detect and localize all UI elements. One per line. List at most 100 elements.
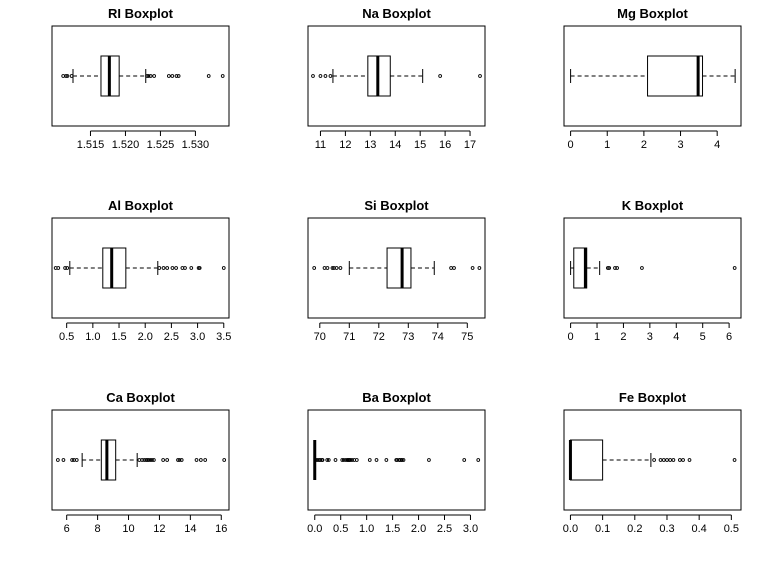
- x-tick-label: 75: [461, 331, 473, 343]
- outlier-point: [606, 266, 610, 270]
- outlier-point: [427, 458, 431, 462]
- outlier-point: [174, 266, 178, 270]
- x-tick-label: 0.0: [307, 523, 322, 535]
- plot-frame: [307, 25, 486, 127]
- x-tick-label: 6: [726, 331, 732, 343]
- outlier-point: [318, 458, 323, 462]
- x-tick-label: 3.5: [216, 331, 231, 343]
- boxplot-panel: RI Boxplot 1.515 1.520 1.525 1.530: [51, 6, 230, 151]
- plot-frame: [563, 409, 742, 511]
- outlier-point: [152, 74, 156, 78]
- outlier-point: [206, 74, 211, 78]
- x-tick-label: 1.0: [85, 331, 100, 343]
- outlier-point: [179, 458, 184, 462]
- outlier-point: [326, 458, 331, 462]
- x-tick-label: 1.515: [77, 139, 105, 151]
- iqr-box: [102, 247, 127, 289]
- outlier-point: [70, 458, 74, 462]
- x-tick-label: 16: [215, 523, 227, 535]
- boxplot-panel: Al Boxplot 0.5 1.0 1.5 2.0 2.5 3.0 3.5: [51, 198, 231, 343]
- outlier-point: [312, 266, 317, 270]
- outlier-point: [161, 458, 165, 462]
- outlier-point: [56, 266, 61, 270]
- outlier-point: [199, 458, 203, 462]
- plot-frame: [307, 217, 486, 319]
- outlier-point: [374, 458, 379, 462]
- outlier-point: [732, 458, 737, 462]
- outlier-point: [176, 74, 181, 78]
- outlier-point: [222, 458, 227, 462]
- x-tick-label: 2.0: [138, 331, 153, 343]
- outlier-point: [681, 458, 685, 462]
- x-tick-label: 2: [641, 139, 647, 151]
- x-tick-label: 0.5: [59, 331, 74, 343]
- outlier-point: [732, 266, 737, 270]
- outlier-point: [161, 266, 166, 270]
- outlier-point: [148, 458, 153, 462]
- outlier-point: [384, 458, 389, 462]
- outlier-point: [311, 74, 315, 78]
- panel-title: Ca Boxplot: [106, 390, 175, 405]
- outlier-point: [148, 74, 153, 78]
- outlier-point: [401, 458, 406, 462]
- outlier-point: [318, 74, 323, 78]
- x-tick-label: 6: [64, 523, 70, 535]
- outlier-point: [341, 458, 346, 462]
- x-tick-label: 71: [343, 331, 355, 343]
- panel-title: Na Boxplot: [362, 6, 431, 21]
- iqr-box: [569, 439, 604, 481]
- x-tick-label: 2.5: [437, 523, 452, 535]
- outlier-point: [462, 458, 467, 462]
- plot-frame: [563, 25, 742, 127]
- x-tick-label: 3.0: [190, 331, 205, 343]
- plot-frame: [51, 409, 230, 511]
- outlier-point: [671, 458, 676, 462]
- outlier-point: [189, 266, 194, 270]
- outlier-point: [176, 458, 180, 462]
- panel-title: K Boxplot: [622, 198, 684, 213]
- x-tick-label: 13: [364, 139, 376, 151]
- outlier-point: [323, 74, 328, 78]
- plot-frame: [51, 25, 230, 127]
- x-tick-label: 17: [464, 139, 476, 151]
- boxplot-panel: Ca Boxplot 6 8 10 12 14 16: [51, 390, 230, 535]
- x-tick-label: 4: [673, 331, 679, 343]
- outlier-point: [56, 458, 60, 462]
- boxplot-panel: Fe Boxplot 0.0 0.1 0.2 0.3 0.4 0.5: [563, 390, 742, 535]
- x-tick-label: 2.5: [164, 331, 179, 343]
- x-tick-label: 73: [402, 331, 414, 343]
- outlier-point: [367, 458, 372, 462]
- outlier-point: [348, 458, 353, 462]
- plot-frame: [307, 409, 486, 511]
- x-tick-label: 1: [594, 331, 600, 343]
- x-tick-label: 0.3: [659, 523, 674, 535]
- x-tick-label: 1.525: [147, 139, 175, 151]
- outlier-point: [354, 458, 359, 462]
- x-tick-label: 72: [373, 331, 385, 343]
- outlier-point: [183, 266, 187, 270]
- x-tick-label: 5: [700, 331, 706, 343]
- x-tick-label: 74: [432, 331, 444, 343]
- x-tick-label: 10: [122, 523, 134, 535]
- panel-title: Mg Boxplot: [617, 6, 688, 21]
- outlier-point: [330, 266, 335, 270]
- x-tick-label: 0.5: [724, 523, 739, 535]
- outlier-point: [607, 266, 612, 270]
- x-tick-label: 3: [647, 331, 653, 343]
- outlier-point: [452, 266, 456, 270]
- panel-title: Si Boxplot: [364, 198, 429, 213]
- x-tick-label: 1: [604, 139, 610, 151]
- outlier-point: [64, 74, 68, 78]
- x-tick-label: 1.5: [385, 523, 400, 535]
- boxplot-panel: Ba Boxplot 0.0 0.5 1.0 1.5 2.0 2.5 3.0: [307, 390, 486, 535]
- boxplot-panel: K Boxplot 0 1 2 3 4 5 6: [563, 198, 742, 343]
- panel-title: RI Boxplot: [108, 6, 174, 21]
- outlier-point: [470, 266, 475, 270]
- outlier-point: [146, 74, 151, 78]
- outlier-point: [640, 266, 644, 270]
- x-tick-label: 1.520: [112, 139, 140, 151]
- x-tick-label: 1.0: [359, 523, 374, 535]
- outlier-point: [613, 266, 617, 270]
- x-tick-label: 0: [568, 331, 574, 343]
